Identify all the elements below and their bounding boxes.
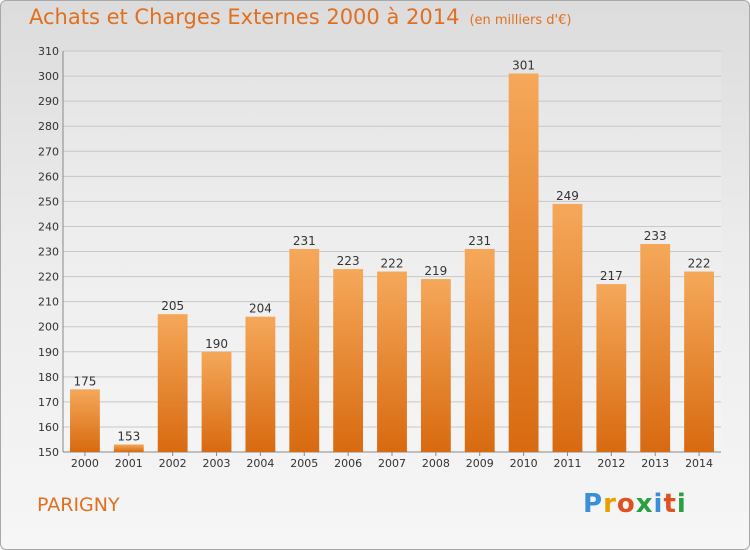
data-label: 204 [249,302,272,316]
data-label: 222 [688,257,711,271]
data-label: 222 [381,257,404,271]
bar [157,314,188,452]
logo-letter: o [616,489,636,519]
bar [289,248,320,452]
y-tick-label: 220 [38,271,59,284]
proxiti-logo: Proxiti [583,489,687,519]
x-tick-label: 2001 [115,457,143,470]
x-tick-label: 2006 [334,457,362,470]
data-label: 223 [337,254,360,268]
x-tick-label: 2010 [510,457,538,470]
data-label: 217 [600,269,623,283]
data-label: 231 [293,234,316,248]
data-label: 231 [468,234,491,248]
bar [464,248,495,452]
bar [552,203,583,452]
x-tick-label: 2013 [641,457,669,470]
y-tick-label: 190 [38,346,59,359]
data-label: 153 [117,429,140,443]
x-tick-label: 2011 [553,457,581,470]
data-label: 219 [424,264,447,278]
data-label: 301 [512,59,535,73]
bar [508,73,539,453]
bar [684,271,714,452]
logo-letter: x [635,489,654,519]
x-tick-label: 2003 [203,457,231,470]
bar [333,269,364,452]
x-tick-label: 2014 [685,457,713,470]
chart-title-text: Achats et Charges Externes 2000 à 2014 [29,5,460,29]
bar [70,389,100,452]
y-tick-label: 250 [38,195,59,208]
x-tick-label: 2007 [378,457,406,470]
y-tick-label: 260 [38,170,59,183]
logo-letter: P [583,489,604,519]
y-tick-label: 230 [38,246,59,259]
y-tick-label: 150 [38,446,59,459]
bar [420,279,451,452]
y-tick-label: 270 [38,145,59,158]
x-tick-label: 2002 [159,457,187,470]
logo-letter: t [663,489,677,519]
chart-unit: (en milliers d'€) [469,13,572,28]
logo-letter: r [603,489,617,519]
y-tick-label: 240 [38,220,59,233]
bar [201,351,232,452]
x-tick-label: 2008 [422,457,450,470]
bar [113,444,144,452]
bar [596,284,627,452]
logo-letter: i [653,489,664,519]
y-tick-label: 300 [38,70,59,83]
y-tick-label: 280 [38,120,59,133]
bar [245,316,276,452]
x-tick-label: 2004 [246,457,274,470]
y-tick-label: 160 [38,421,59,434]
bar [377,271,407,452]
data-label: 249 [556,189,579,203]
y-tick-label: 170 [38,396,59,409]
data-label: 205 [161,299,184,313]
x-tick-label: 2012 [597,457,625,470]
x-tick-label: 2009 [466,457,494,470]
data-label: 190 [205,337,228,351]
y-tick-label: 200 [38,321,59,334]
y-tick-label: 310 [38,45,59,58]
bar [640,243,671,452]
commune-name: PARIGNY [37,494,120,516]
data-label: 175 [73,374,96,388]
logo-letter: i [676,489,687,519]
chart-title: Achats et Charges Externes 2000 à 2014 (e… [29,5,571,29]
y-tick-label: 210 [38,296,59,309]
x-tick-label: 2005 [290,457,318,470]
y-tick-label: 290 [38,95,59,108]
x-tick-label: 2000 [71,457,99,470]
y-tick-label: 180 [38,371,59,384]
data-label: 233 [644,229,667,243]
